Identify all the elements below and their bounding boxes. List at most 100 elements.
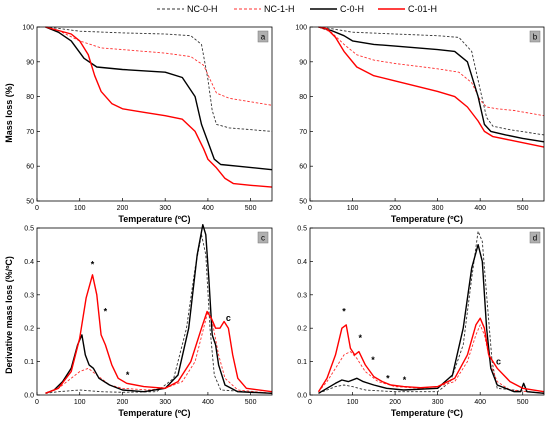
panel-d: 0 100 200 300 400 500 0.0 0.1 0.2 0.3 0.4 0.5 Temper… xyxy=(297,226,545,418)
x-tick-label: 100 xyxy=(74,205,86,212)
series-line-c-01-h xyxy=(45,274,273,394)
panel-label: a xyxy=(261,33,266,42)
x-tick-label: 100 xyxy=(347,399,359,406)
y-tick-label: 100 xyxy=(295,25,307,32)
panel-label-badge xyxy=(257,231,269,244)
y-tick-label: 0.0 xyxy=(297,393,307,400)
y-tick-label: 50 xyxy=(26,199,34,206)
series-line-c-01-h xyxy=(45,26,273,188)
panel-c: 0 100 200 300 400 500 0.0 0.1 0.2 0.3 0.4 0.5 Temper… xyxy=(24,224,273,418)
y-axis-label-top: Mass loss (%) xyxy=(4,83,14,143)
x-axis-label: Temperature (ºC) xyxy=(391,214,463,224)
y-tick-label: 0.4 xyxy=(24,259,34,266)
x-tick-label: 400 xyxy=(202,205,214,212)
peak-asterisk: * xyxy=(342,307,346,317)
y-tick-label: 0.3 xyxy=(24,292,34,299)
x-tick-label: 500 xyxy=(517,205,529,212)
peak-asterisk: * xyxy=(358,333,362,343)
y-tick-label: 0.0 xyxy=(24,393,34,400)
y-tick-label: 60 xyxy=(299,164,307,171)
y-tick-label: 80 xyxy=(26,94,34,101)
x-tick-label: 300 xyxy=(432,399,444,406)
panel-label-badge xyxy=(529,30,541,43)
y-tick-label: 0.5 xyxy=(297,226,307,233)
series-line-nc-1-h xyxy=(45,311,273,394)
y-tick-label: 50 xyxy=(299,199,307,206)
panel-label-badge xyxy=(257,30,269,43)
x-tick-label: 0 xyxy=(308,205,312,212)
y-tick-label: 0.2 xyxy=(24,326,34,333)
x-tick-label: 200 xyxy=(117,399,129,406)
x-tick-label: 200 xyxy=(389,399,401,406)
y-tick-label: 0.3 xyxy=(297,292,307,299)
panel-label-badge xyxy=(529,231,541,244)
legend-label-c-0-h: C-0-H xyxy=(340,4,364,14)
plot-frame xyxy=(309,227,545,396)
series-line-nc-0-h xyxy=(318,26,545,136)
plot-frame xyxy=(309,26,545,202)
x-tick-label: 100 xyxy=(74,399,86,406)
x-axis-label: Temperature (ºC) xyxy=(118,214,190,224)
x-tick-label: 0 xyxy=(35,205,39,212)
x-axis-label: Temperature (ºC) xyxy=(118,408,190,418)
series-line-c-01-h xyxy=(318,26,545,148)
panel-a: 0 100 200 300 400 500 50 60 70 80 90 100 Temperature… xyxy=(22,25,273,224)
y-tick-label: 90 xyxy=(26,59,34,66)
x-tick-label: 400 xyxy=(474,205,486,212)
series-line-c-01-h xyxy=(317,317,545,393)
legend-label-c-01-h: C-01-H xyxy=(408,4,437,14)
x-tick-label: 500 xyxy=(245,399,257,406)
series-line-c-0-h xyxy=(318,244,545,394)
series-line-c-0-h xyxy=(45,26,273,171)
series-line-c-0-h xyxy=(45,224,273,394)
y-tick-label: 0.5 xyxy=(24,226,34,233)
peak-label: c xyxy=(226,313,231,323)
peak-asterisk: * xyxy=(386,373,390,383)
peak-asterisk: * xyxy=(104,307,108,317)
plot-frame xyxy=(36,26,273,202)
y-tick-label: 60 xyxy=(26,164,34,171)
series-line-c-0-h xyxy=(318,26,545,143)
y-tick-label: 0.4 xyxy=(297,259,307,266)
peak-asterisk: * xyxy=(91,260,95,270)
peak-asterisk: * xyxy=(371,355,375,365)
y-tick-label: 0.1 xyxy=(297,359,307,366)
x-axis-label: Temperature (ºC) xyxy=(391,408,463,418)
series-line-nc-0-h xyxy=(45,234,273,394)
y-tick-label: 80 xyxy=(299,94,307,101)
x-tick-label: 400 xyxy=(474,399,486,406)
x-tick-label: 300 xyxy=(159,399,171,406)
series-line-nc-0-h xyxy=(318,230,545,394)
legend: NC-0-H NC-1-H C-0-H C-01-H xyxy=(157,4,437,14)
peak-asterisk: * xyxy=(126,370,130,380)
panel-label: b xyxy=(533,33,538,42)
y-tick-label: 70 xyxy=(26,129,34,136)
x-tick-label: 300 xyxy=(159,205,171,212)
x-tick-label: 200 xyxy=(117,205,129,212)
x-tick-label: 400 xyxy=(202,399,214,406)
y-tick-label: 70 xyxy=(299,129,307,136)
x-tick-label: 0 xyxy=(35,399,39,406)
x-tick-label: 0 xyxy=(308,399,312,406)
panel-label: c xyxy=(261,234,265,243)
x-tick-label: 100 xyxy=(347,205,359,212)
panel-label: d xyxy=(533,234,537,243)
peak-label: c xyxy=(496,357,501,367)
legend-label-nc-0-h: NC-0-H xyxy=(187,4,218,14)
y-axis-label-bottom: Derivative mass loss (%/ºC) xyxy=(4,256,14,374)
plot-frame xyxy=(36,227,273,396)
legend-label-nc-1-h: NC-1-H xyxy=(264,4,295,14)
series-line-nc-1-h xyxy=(318,324,545,394)
y-tick-label: 0.1 xyxy=(24,359,34,366)
series-line-nc-0-h xyxy=(45,26,273,132)
y-tick-label: 0.2 xyxy=(297,326,307,333)
x-tick-label: 500 xyxy=(517,399,529,406)
y-tick-label: 90 xyxy=(299,59,307,66)
y-tick-label: 100 xyxy=(22,25,34,32)
peak-asterisk: * xyxy=(403,375,407,385)
x-tick-label: 200 xyxy=(389,205,401,212)
panel-b: 0 100 200 300 400 500 50 60 70 80 90 100 Temperature… xyxy=(295,25,545,224)
x-tick-label: 500 xyxy=(245,205,257,212)
series-line-nc-1-h xyxy=(45,26,273,106)
